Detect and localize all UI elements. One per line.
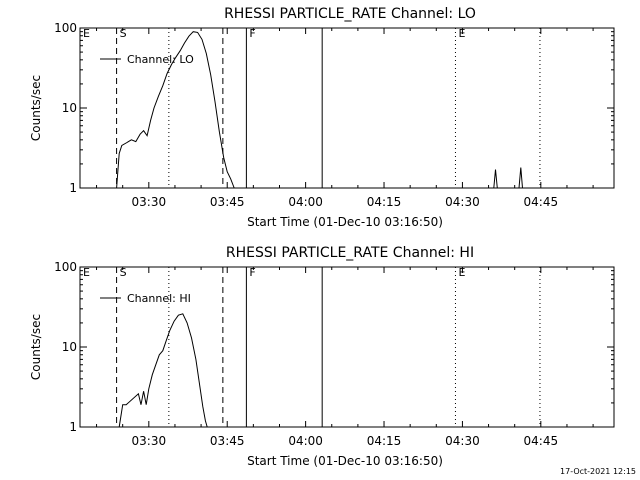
legend-label: Channel: LO: [127, 53, 194, 66]
x-tick-label: 04:30: [445, 195, 480, 209]
x-tick-label: 03:45: [210, 195, 245, 209]
x-tick-label: 04:15: [367, 195, 402, 209]
y-tick-label: 100: [54, 21, 77, 35]
event-marker-label: F: [249, 266, 255, 279]
y-axis-label: Counts/sec: [29, 314, 43, 380]
x-tick-label: 04:15: [367, 434, 402, 448]
series-line: [493, 167, 523, 189]
x-tick-label: 03:30: [132, 434, 167, 448]
x-axis-label: Start Time (01-Dec-10 03:16:50): [247, 215, 443, 229]
chart-title: RHESSI PARTICLE_RATE Channel: LO: [224, 6, 476, 22]
y-axis-label: Counts/sec: [29, 75, 43, 141]
series-line: [116, 31, 235, 189]
y-tick-label: 100: [54, 260, 77, 274]
y-tick-label: 10: [62, 340, 77, 354]
event-marker-label: E: [458, 266, 465, 279]
x-tick-label: 03:30: [132, 195, 167, 209]
series-line: [118, 313, 208, 428]
event-marker-label: E: [83, 266, 90, 279]
y-tick-label: 1: [69, 420, 77, 434]
chart-title: RHESSI PARTICLE_RATE Channel: HI: [226, 245, 474, 261]
y-tick-label: 10: [62, 101, 77, 115]
x-tick-label: 04:30: [445, 434, 480, 448]
x-tick-label: 04:00: [288, 434, 323, 448]
event-marker-label: E: [83, 27, 90, 40]
x-tick-label: 04:00: [288, 195, 323, 209]
x-axis-label: Start Time (01-Dec-10 03:16:50): [247, 454, 443, 468]
legend-label: Channel: HI: [127, 292, 191, 305]
footer-timestamp: 17-Oct-2021 12:15: [560, 467, 636, 476]
event-marker-label: S: [120, 27, 127, 40]
event-marker-label: S: [120, 266, 127, 279]
y-tick-label: 1: [69, 181, 77, 195]
chart-panel-hi: RHESSI PARTICLE_RATE Channel: HI Counts/…: [29, 245, 615, 468]
x-tick-label: 04:45: [524, 195, 559, 209]
plot-frame: [79, 27, 615, 189]
event-marker-label: E: [458, 27, 465, 40]
chart-panel-lo: RHESSI PARTICLE_RATE Channel: LO Counts/…: [29, 6, 615, 229]
x-tick-label: 04:45: [524, 434, 559, 448]
event-marker-label: F: [249, 27, 255, 40]
x-tick-label: 03:45: [210, 434, 245, 448]
plot-frame: [79, 266, 615, 428]
